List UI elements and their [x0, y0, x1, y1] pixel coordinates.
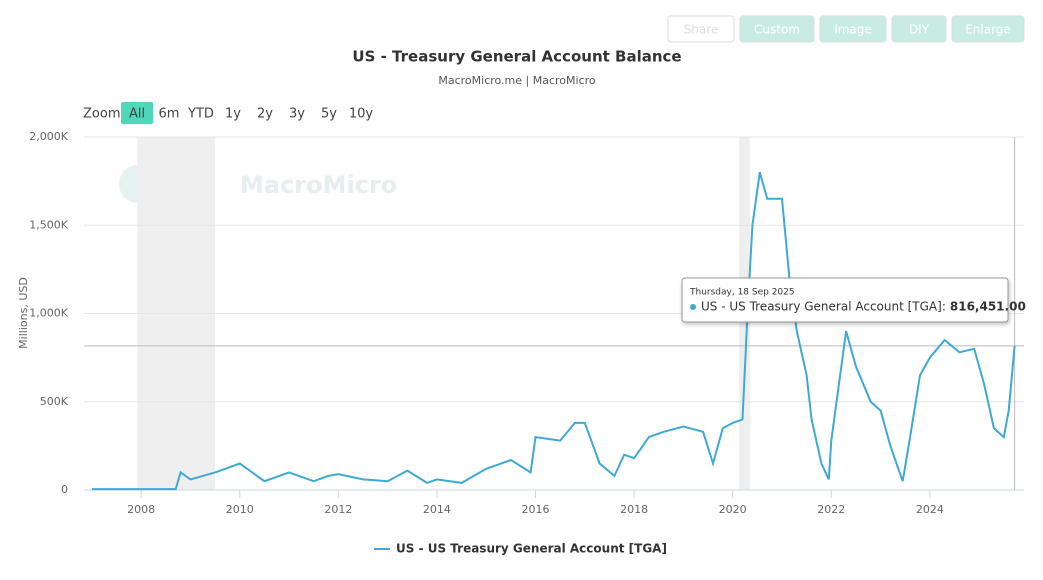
zoom-button[interactable]: 5y — [321, 107, 337, 122]
x-tick-label: 2018 — [620, 503, 648, 516]
y-tick-label: 1,500K — [29, 218, 68, 231]
toolbar-button[interactable] — [819, 15, 887, 43]
zoom-button[interactable]: 10y — [349, 107, 374, 122]
toolbar-button[interactable] — [951, 15, 1025, 43]
tooltip-date: Thursday, 18 Sep 2025 — [689, 288, 795, 298]
toolbar-label: Enlarge — [965, 23, 1011, 37]
x-tick-label: 2014 — [423, 503, 451, 516]
watermark: MacroMicro — [240, 171, 397, 199]
toolbar-label: Image — [834, 23, 872, 37]
legend-label[interactable]: US - US Treasury General Account [TGA] — [396, 542, 667, 556]
tooltip-series: US - US Treasury General Account [TGA]: — [701, 300, 946, 314]
y-tick-label: 2,000K — [29, 130, 68, 143]
zoom-button[interactable]: YTD — [187, 107, 214, 122]
zoom-button[interactable]: 6m — [159, 107, 180, 122]
data-line — [91, 172, 1016, 491]
x-tick-label: 2012 — [324, 503, 352, 516]
chart-title: US - Treasury General Account Balance — [352, 48, 681, 66]
toolbar-button[interactable] — [891, 15, 947, 43]
y-tick-label: 0 — [61, 483, 68, 496]
x-tick-label: 2016 — [522, 503, 550, 516]
y-tick-label: 1,000K — [29, 307, 68, 320]
toolbar-button[interactable] — [667, 15, 735, 43]
zoom-button[interactable]: 1y — [225, 107, 241, 122]
zoom-button-active[interactable] — [121, 102, 153, 124]
zoom-button[interactable]: All — [129, 107, 145, 122]
toolbar-label: Share — [684, 23, 719, 37]
x-tick-label: 2010 — [226, 503, 254, 516]
y-axis-title: Millions, USD — [17, 277, 30, 349]
x-tick-label: 2022 — [817, 503, 845, 516]
toolbar-label: Custom — [754, 23, 800, 37]
chart-subtitle: MacroMicro.me | MacroMicro — [438, 74, 596, 87]
toolbar-button[interactable] — [739, 15, 815, 43]
tooltip-box — [681, 277, 1009, 323]
zoom-label: Zoom — [83, 107, 120, 122]
zoom-button[interactable]: 2y — [257, 107, 273, 122]
x-tick-label: 2020 — [719, 503, 747, 516]
tooltip-marker — [690, 304, 696, 310]
x-tick-label: 2008 — [127, 503, 155, 516]
tooltip-value: 816,451.00 — [950, 300, 1026, 314]
toolbar-label: DIY — [909, 23, 930, 37]
y-tick-label: 500K — [40, 395, 69, 408]
x-tick-label: 2024 — [916, 503, 944, 516]
zoom-button[interactable]: 3y — [289, 107, 305, 122]
